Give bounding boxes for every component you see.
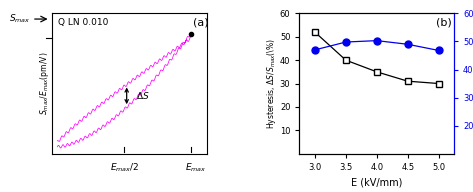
Y-axis label: Hysteresis, $\Delta S/S_{max}$(\%): Hysteresis, $\Delta S/S_{max}$(\%)	[265, 38, 279, 129]
Text: $\Delta S$: $\Delta S$	[136, 90, 149, 101]
Y-axis label: $S_{max}/E_{max}$(pm/V): $S_{max}/E_{max}$(pm/V)	[38, 52, 51, 115]
Text: $S_{max}$: $S_{max}$	[9, 13, 30, 25]
Text: Q LN 0.010: Q LN 0.010	[58, 18, 109, 27]
X-axis label: E (kV/mm): E (kV/mm)	[351, 177, 403, 187]
Text: $E_{max}$: $E_{max}$	[185, 161, 207, 174]
Text: (a): (a)	[193, 18, 209, 28]
Text: $E_{max}/2$: $E_{max}/2$	[110, 161, 139, 174]
Text: (b): (b)	[436, 18, 451, 28]
